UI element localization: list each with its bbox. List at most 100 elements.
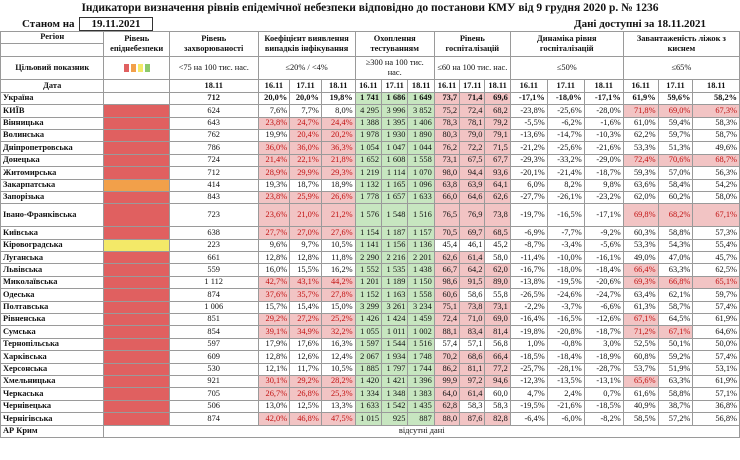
spacer (0, 43, 105, 58)
incidence-value: 854 (168, 325, 259, 339)
col-level: Рівень епіднебезпеки (103, 30, 170, 58)
testing-value: 1 132 (354, 178, 383, 192)
oxygen-value: 53,7% (622, 362, 659, 377)
testing-value: 1 015 (354, 412, 383, 426)
testing-value: 1 141 (354, 238, 383, 253)
testing-value: 4 295 (354, 104, 383, 118)
detection-value: 20,2% (320, 128, 356, 143)
dynamics-value: -11,4% (509, 251, 548, 265)
oxygen-value: 56,3% (692, 166, 740, 180)
testing-value: 1 388 (354, 116, 383, 130)
dynamics-value: -23,2% (583, 190, 624, 205)
testing-value: 1 548 (380, 203, 409, 228)
detection-value: 27,2% (289, 313, 322, 327)
detection-value: 36,0% (289, 141, 322, 155)
detection-value: 28,9% (257, 166, 291, 180)
dynamics-value: -14,7% (546, 128, 585, 143)
hosp-value: 71,0 (459, 313, 486, 327)
detection-value: 37,6% (257, 288, 291, 302)
detection-value: 8,0% (320, 104, 356, 118)
table-row: Донецька 724 21,4% 22,1% 21,8% 1 652 1 608 1 55… (0, 153, 740, 168)
dynamics-value: -0,8% (546, 337, 585, 352)
level-cell (103, 178, 170, 192)
oxygen-value: 55,4% (692, 238, 740, 253)
hosp-value: 76,5 (433, 203, 461, 228)
testing-value: 2 290 (354, 251, 383, 265)
level-cell (103, 374, 170, 389)
testing-value: 1 114 (380, 166, 409, 180)
incidence-value: 874 (168, 412, 259, 426)
oxygen-value: 59,4% (657, 116, 694, 130)
dynamics-value: -6,6% (583, 300, 624, 315)
incidence-value: 786 (168, 141, 259, 155)
detection-value: 29,2% (289, 374, 322, 389)
hosp-value: 45,2 (484, 238, 511, 253)
region-name: Черкаська (0, 387, 105, 401)
hosp-value: 71,5 (484, 141, 511, 155)
testing-value: 1 011 (380, 325, 409, 339)
col-incidence: Рівень захворюваності (168, 30, 259, 58)
hosp-value: 58,3 (484, 399, 511, 414)
testing-value: 1 657 (380, 190, 409, 205)
dynamics-value: -28,7% (583, 362, 624, 377)
testing-value: 1 424 (380, 313, 409, 327)
detection-value: 29,3% (320, 166, 356, 180)
date-17: 17.11 (459, 79, 486, 93)
detection-value: 12,4% (320, 350, 356, 364)
detection-value: 15,0% (320, 300, 356, 315)
table-row: Київська 638 27,7% 27,0% 27,6% 1 154 1 187 1 15… (0, 226, 740, 240)
dynamics-value: -16,5% (546, 313, 585, 327)
as-of-label: Станом на (22, 18, 75, 30)
oxygen-value: 67,1% (622, 313, 659, 327)
hosp-value: 58,0 (484, 251, 511, 265)
incidence-value: 506 (168, 399, 259, 414)
region-name: Сумська (0, 325, 105, 339)
oxygen-value: 62,0% (622, 190, 659, 205)
oxygen-value: 53,3% (622, 141, 659, 155)
oxygen-value: 61,0% (622, 116, 659, 130)
oxygen-value: 45,7% (692, 251, 740, 265)
date-18: 18.11 (320, 79, 356, 93)
testing-value: 1 576 (354, 203, 383, 228)
dynamics-value: -29,0% (583, 153, 624, 168)
level-cell (103, 128, 170, 143)
detection-value: 21,4% (257, 153, 291, 168)
target-testing: ≥300 на 100 тис. нас. (354, 56, 435, 81)
dynamics-value: 8,2% (546, 178, 585, 192)
oxygen-value: 54,3% (657, 238, 694, 253)
region-name: Львівська (0, 263, 105, 277)
dynamics-value: -17,1% (583, 91, 624, 106)
dynamics-value: -26,1% (546, 190, 585, 205)
hosp-value: 89,0 (484, 275, 511, 290)
oxygen-value: 52,5% (622, 337, 659, 352)
testing-value: 1 885 (354, 362, 383, 377)
level-cell (103, 412, 170, 426)
dynamics-value: -21,6% (583, 141, 624, 155)
target-dynamics: ≤50% (509, 56, 624, 81)
testing-value: 1 552 (354, 263, 383, 277)
dynamics-value: -8,2% (583, 412, 624, 426)
oxygen-value: 65,1% (692, 275, 740, 290)
oxygen-value: 70,6% (657, 153, 694, 168)
date-empty (103, 79, 170, 93)
oxygen-value: 53,1% (692, 362, 740, 377)
incidence-value: 1 006 (168, 300, 259, 315)
table-row: Полтавська 1 006 15,7% 15,4% 15,0% 3 299 3 261… (0, 300, 740, 315)
testing-value: 1 558 (407, 153, 435, 168)
region-name: Донецька (0, 153, 105, 168)
detection-value: 22,1% (289, 153, 322, 168)
dynamics-value: -28,1% (546, 362, 585, 377)
dynamics-value: -24,7% (583, 288, 624, 302)
date-17: 17.11 (380, 79, 409, 93)
table-row: АР Крим відсутні дані (0, 424, 740, 438)
region-name: Одеська (0, 288, 105, 302)
region-name: Івано-Франківська (0, 203, 105, 228)
testing-value: 1 426 (354, 313, 383, 327)
level-cell (103, 362, 170, 377)
hosp-value: 81,4 (484, 325, 511, 339)
level-cell (103, 190, 170, 205)
level-swatches (103, 56, 170, 81)
no-data-cell: відсутні дані (103, 424, 740, 438)
oxygen-value: 58,2% (692, 91, 740, 106)
hosp-value: 45,4 (433, 238, 461, 253)
